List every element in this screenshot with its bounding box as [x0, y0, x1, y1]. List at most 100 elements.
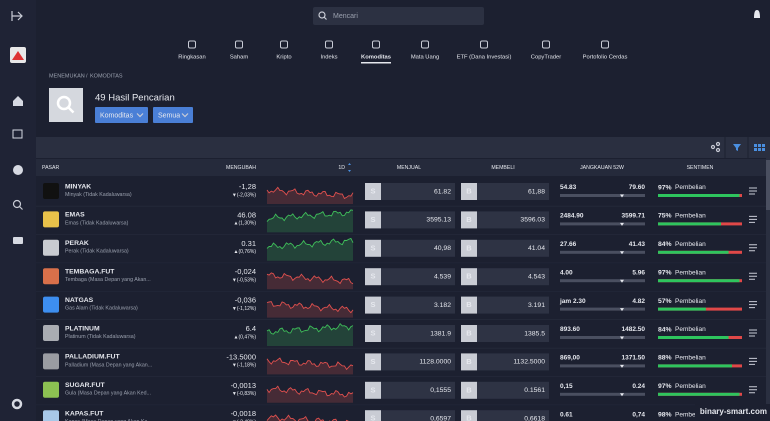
row-menu[interactable]: [749, 244, 757, 252]
filter-dropdown[interactable]: [153, 107, 193, 123]
asset-symbol[interactable]: EMAS: [65, 212, 85, 219]
sell-price-box[interactable]: [381, 296, 455, 314]
filter-dropdown[interactable]: [95, 107, 148, 123]
sell-price-box[interactable]: [381, 239, 455, 257]
buy-price-box[interactable]: [477, 325, 549, 342]
column-header[interactable]: MENJUAL: [397, 165, 421, 171]
nav-icon[interactable]: [188, 40, 196, 49]
buy-price-box[interactable]: [477, 211, 549, 229]
asset-symbol[interactable]: PALLADIUM.FUT: [65, 354, 120, 361]
buy-button[interactable]: [461, 381, 477, 399]
row-menu[interactable]: [749, 215, 757, 223]
sell-button[interactable]: [365, 296, 381, 314]
row-menu[interactable]: [749, 187, 757, 195]
nav-icon[interactable]: [601, 40, 609, 49]
sell-button[interactable]: [365, 381, 381, 399]
scrollbar-thumb[interactable]: [766, 160, 770, 210]
sell-price-box[interactable]: [381, 183, 455, 200]
column-header[interactable]: SENTIMEN: [687, 165, 714, 171]
settings-icon[interactable]: [11, 398, 23, 410]
column-header[interactable]: PASAR: [42, 165, 59, 171]
asset-icon[interactable]: [43, 410, 59, 421]
asset-symbol[interactable]: PLATINUM: [65, 325, 100, 332]
buy-button[interactable]: [461, 353, 477, 371]
asset-symbol[interactable]: SUGAR.FUT: [65, 382, 105, 389]
asset-symbol[interactable]: NATGAS: [65, 297, 94, 304]
row-menu[interactable]: [749, 301, 757, 309]
portfolio-icon[interactable]: [13, 165, 23, 175]
asset-icon[interactable]: [43, 211, 59, 228]
nav-tab[interactable]: Indeks: [320, 55, 337, 61]
nav-tab[interactable]: Kripto: [276, 55, 291, 61]
buy-price-box[interactable]: [477, 381, 549, 399]
nav-icon[interactable]: [480, 40, 488, 49]
buy-price-box[interactable]: [477, 239, 549, 257]
asset-symbol[interactable]: MINYAK: [65, 183, 91, 190]
nav-icon[interactable]: [542, 40, 550, 49]
asset-icon[interactable]: [43, 296, 59, 313]
nav-tab[interactable]: Portofolio Cerdas: [583, 55, 628, 61]
row-menu[interactable]: [749, 329, 757, 337]
sell-button[interactable]: [365, 410, 381, 421]
nav-icon[interactable]: [280, 40, 288, 49]
asset-icon[interactable]: [43, 353, 59, 370]
sell-button[interactable]: [365, 239, 381, 257]
buy-button[interactable]: [461, 296, 477, 314]
sell-price-box[interactable]: [381, 268, 455, 286]
share-icon[interactable]: [710, 141, 721, 153]
sell-button[interactable]: [365, 211, 381, 229]
buy-button[interactable]: [461, 268, 477, 286]
search-box[interactable]: [313, 7, 484, 25]
asset-icon[interactable]: [43, 183, 59, 199]
sell-button[interactable]: [365, 268, 381, 286]
row-menu[interactable]: [749, 357, 757, 365]
column-header[interactable]: 1D: [338, 165, 345, 171]
wallet-icon[interactable]: [13, 237, 23, 244]
sell-button[interactable]: [365, 353, 381, 371]
column-header[interactable]: JANGKAUAN 52W: [580, 165, 624, 171]
column-header[interactable]: MENGUBAH: [226, 165, 256, 171]
sell-price-box[interactable]: [381, 325, 455, 342]
buy-price-box[interactable]: [477, 183, 549, 200]
buy-button[interactable]: [461, 410, 477, 421]
buy-button[interactable]: [461, 211, 477, 229]
sell-button[interactable]: [365, 325, 381, 342]
filter-icon[interactable]: [733, 144, 741, 151]
breadcrumb-item[interactable]: MENEMUKAN: [49, 73, 85, 79]
nav-icon[interactable]: [372, 40, 380, 49]
buy-price-box[interactable]: [477, 268, 549, 286]
buy-price-box[interactable]: [477, 410, 549, 421]
buy-price-box[interactable]: [477, 353, 549, 371]
asset-icon[interactable]: [43, 239, 59, 256]
asset-icon[interactable]: [43, 381, 59, 398]
asset-symbol[interactable]: PERAK: [65, 240, 89, 247]
watchlist-icon[interactable]: [12, 129, 23, 139]
nav-tab[interactable]: Komoditas: [361, 55, 391, 61]
sell-price-box[interactable]: [381, 353, 455, 371]
nav-icon[interactable]: [235, 40, 243, 49]
sell-price-box[interactable]: [381, 410, 455, 421]
asset-icon[interactable]: [43, 268, 59, 285]
buy-button[interactable]: [461, 183, 477, 200]
asset-symbol[interactable]: TEMBAGA.FUT: [65, 268, 115, 275]
nav-tab[interactable]: Mata Uang: [411, 55, 439, 61]
nav-tab[interactable]: ETF (Dana Investasi): [457, 55, 512, 61]
home-icon[interactable]: [13, 96, 23, 106]
nav-tab[interactable]: Ringkasan: [178, 55, 205, 61]
sort-icon[interactable]: [348, 163, 351, 172]
nav-tab[interactable]: CopyTrader: [531, 55, 561, 61]
collapse-icon[interactable]: [11, 11, 23, 21]
search-nav-icon[interactable]: [12, 199, 23, 210]
grid-view-icon[interactable]: [754, 144, 765, 151]
scrollbar[interactable]: [766, 137, 770, 421]
row-menu[interactable]: [749, 272, 757, 280]
sell-price-box[interactable]: [381, 381, 455, 399]
buy-button[interactable]: [461, 239, 477, 257]
row-menu[interactable]: [749, 386, 757, 394]
nav-tab[interactable]: Saham: [230, 55, 249, 61]
buy-price-box[interactable]: [477, 296, 549, 314]
nav-icon[interactable]: [421, 40, 429, 49]
asset-symbol[interactable]: KAPAS.FUT: [65, 410, 104, 417]
asset-icon[interactable]: [43, 325, 59, 341]
nav-icon[interactable]: [325, 40, 333, 49]
